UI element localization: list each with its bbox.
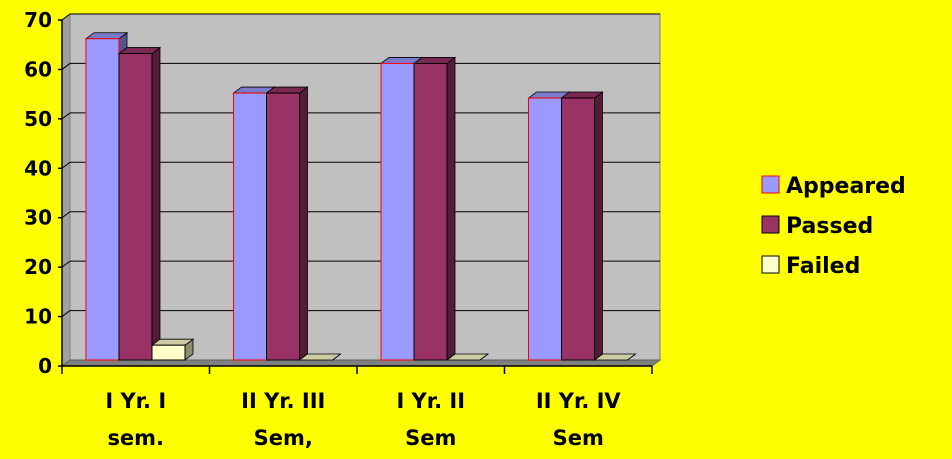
legend: Appeared Passed Failed [761, 174, 906, 279]
bar-failed [150, 338, 195, 361]
bar-side [151, 46, 161, 361]
y-tick-label: 10 [24, 305, 52, 329]
bar-front [380, 62, 415, 361]
x-tick-label: Sem [553, 426, 604, 450]
y-tick-label: 40 [24, 156, 52, 180]
gridline-side [61, 211, 71, 219]
bar-top [298, 353, 342, 361]
x-tick-label: I Yr. I [105, 389, 166, 413]
bar-failed [593, 353, 637, 361]
legend-swatch [761, 175, 780, 194]
bar-front [266, 92, 300, 361]
y-tick-label: 70 [24, 8, 52, 32]
bar-front [233, 92, 267, 361]
bar-front [151, 344, 186, 361]
bar-side [594, 91, 603, 361]
bar-front [413, 62, 448, 361]
gridline-side [61, 13, 71, 21]
bar-top [265, 86, 309, 94]
x-tick-label: I Yr. II [396, 389, 465, 413]
y-tick-label: 30 [24, 206, 52, 230]
y-tick-label: 20 [24, 255, 52, 279]
gridline-side [61, 161, 71, 169]
legend-label: Passed [786, 214, 873, 239]
x-tick-label: II Yr. IV [536, 389, 622, 413]
bar-side [299, 86, 308, 361]
bar-front [561, 97, 595, 361]
x-tick-label: sem. [107, 426, 164, 450]
bar-top [412, 57, 457, 64]
bar-passed [560, 91, 604, 361]
legend-label: Appeared [786, 174, 906, 199]
bar-front [85, 38, 120, 361]
y-tick-label: 0 [38, 354, 52, 378]
bar-passed [265, 86, 309, 361]
bar-top [84, 32, 129, 40]
gridline-side [61, 260, 71, 268]
gridline-side [61, 112, 71, 120]
x-tick-label: II Yr. III [241, 389, 325, 413]
legend-swatch [761, 215, 780, 234]
bar-passed [117, 46, 162, 361]
x-tick-label: Sem [405, 426, 456, 450]
bar-passed [412, 56, 457, 361]
bar-top [150, 338, 195, 346]
bar-top [593, 353, 637, 361]
bar-top [117, 47, 162, 54]
floor [60, 359, 662, 367]
bar-front [528, 97, 562, 361]
bar-side [446, 56, 456, 361]
y-tick-label: 60 [24, 57, 52, 81]
gridline-side [61, 310, 71, 317]
y-tick-label: 50 [24, 107, 52, 131]
bar-front [118, 53, 153, 361]
bar-top [560, 91, 604, 99]
bar-failed [445, 353, 490, 361]
bar-failed [298, 353, 342, 361]
gridline-side [61, 63, 71, 70]
legend-swatch [761, 255, 780, 274]
bar-top [445, 353, 490, 361]
legend-label: Failed [786, 254, 860, 279]
x-tick-label: Sem, [254, 426, 313, 450]
